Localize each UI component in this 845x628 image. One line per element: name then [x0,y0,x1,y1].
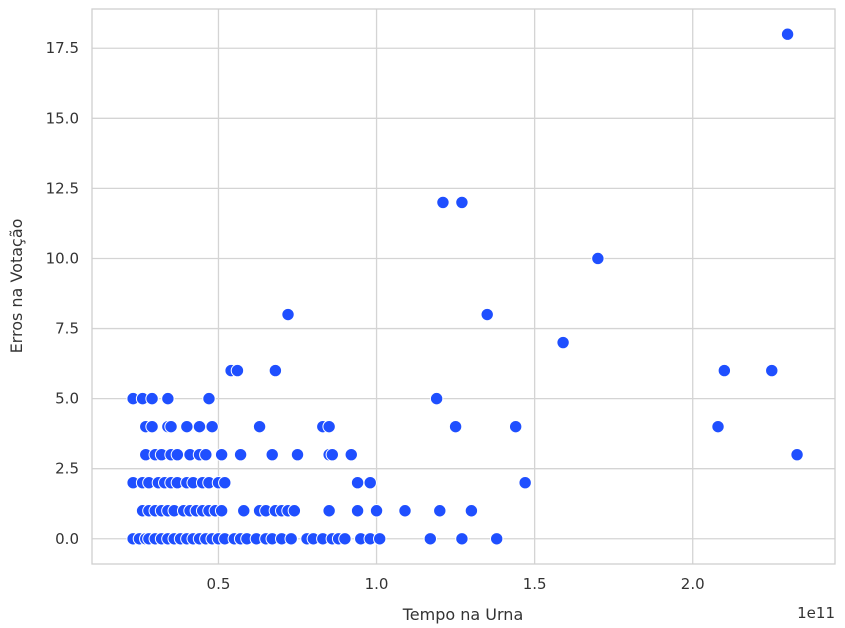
scatter-point [433,504,447,518]
scatter-point [464,504,479,518]
scatter-point [717,363,732,378]
scatter-point [145,391,159,406]
scatter-point [489,532,504,546]
x-tick-label: 2.0 [681,575,705,593]
y-tick-label: 15.0 [46,109,79,127]
scatter-point [322,504,336,518]
scatter-point [237,504,251,518]
scatter-point [369,504,384,518]
scatter-point [218,476,232,490]
scatter-point [350,476,365,490]
scatter-point [161,391,175,406]
scatter-point [780,27,795,41]
x-tick-labels: 0.5 1.0 1.5 2.0 [207,575,705,593]
scatter-point [711,419,725,434]
scatter-point [205,419,219,434]
scatter-point [199,447,213,462]
scatter-point [455,195,469,210]
scatter-point [233,447,248,462]
y-tick-label: 2.5 [55,460,79,478]
scatter-point [322,419,336,434]
scatter-point [170,447,185,462]
scatter-point [214,447,229,462]
scatter-point [790,447,804,462]
scatter-point [344,447,358,462]
scatter-point [591,251,605,266]
y-tick-labels: 0.0 2.5 5.0 7.5 10.0 12.5 15.0 17.5 [46,39,79,548]
scatter-point [448,419,463,434]
data-points [126,27,804,546]
y-axis-label: Erros na Votação [7,219,26,354]
scatter-point [287,504,302,518]
scatter-point [325,447,339,462]
y-tick-label: 7.5 [55,320,79,338]
y-tick-label: 12.5 [46,179,79,197]
x-axis-offset-label: 1e11 [797,604,835,622]
scatter-point [214,504,229,518]
scatter-point [281,307,295,322]
scatter-point [556,335,570,350]
y-tick-label: 0.0 [55,530,79,548]
scatter-point [252,419,267,434]
scatter-point [265,447,279,462]
scatter-point [429,391,444,406]
scatter-point [192,419,207,434]
scatter-point [363,476,377,490]
scatter-point [145,419,159,434]
scatter-point [480,307,494,322]
scatter-point [765,363,779,378]
x-tick-label: 0.5 [207,575,231,593]
scatter-point [338,532,352,546]
scatter-point [268,363,283,378]
scatter-point [202,391,216,406]
scatter-point [508,419,523,434]
scatter-point [373,532,387,546]
y-tick-label: 17.5 [46,39,79,57]
x-tick-label: 1.5 [523,575,547,593]
scatter-point [164,419,178,434]
scatter-point [455,532,469,546]
scatter-point [180,419,194,434]
scatter-point [290,447,305,462]
scatter-point [423,532,438,546]
y-tick-label: 5.0 [55,390,79,408]
scatter-point [230,363,245,378]
scatter-point [350,504,365,518]
x-tick-label: 1.0 [365,575,389,593]
scatter-point [518,476,532,490]
plot-area [91,8,836,565]
scatter-point [284,532,298,546]
scatter-point [436,195,450,210]
x-axis-label: Tempo na Urna [402,605,524,624]
y-tick-label: 10.0 [46,249,79,267]
scatter-point [398,504,412,518]
